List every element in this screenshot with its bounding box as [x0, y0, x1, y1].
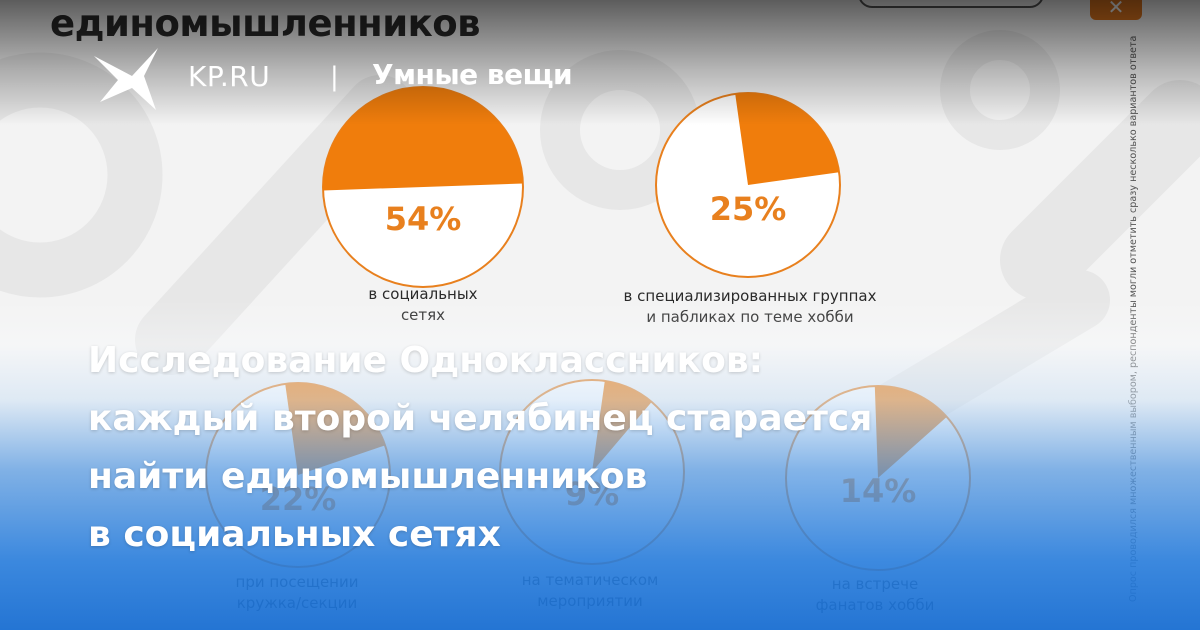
pie-1-value-label: 54%: [385, 200, 462, 238]
headline-line-2: каждый второй челябинец старается: [88, 398, 873, 439]
pie-caption-5-line-2: фанатов хобби: [815, 596, 935, 614]
pie-caption-1-line-1: в социальных: [368, 285, 478, 303]
pie-1-slice: [323, 86, 523, 191]
brand-section[interactable]: Умные вещи: [372, 58, 573, 91]
pie-caption-5: на встрече фанатов хобби: [705, 574, 1045, 616]
pie-caption-2-line-1: в специализированных группах: [623, 287, 877, 305]
pie-caption-2-line-2: и пабликах по теме хобби: [646, 308, 854, 326]
pie-2-slice: [735, 92, 840, 185]
headline-line-3: найти единомышленников: [88, 456, 648, 497]
pie-2-value-label: 25%: [710, 190, 787, 228]
headline-line-1: Исследование Одноклассников:: [88, 340, 764, 381]
headline-line-4: в социальных сетях: [88, 514, 501, 555]
pie-caption-5-line-1: на встрече: [831, 575, 919, 593]
pie-caption-3-line-2: кружка/секции: [236, 594, 358, 612]
brand-name[interactable]: KP.RU: [188, 60, 271, 93]
pie-caption-3: при посещении кружка/секции: [127, 572, 467, 614]
pie-1: 54%: [322, 86, 524, 288]
pie-caption-2: в специализированных группах и пабликах …: [580, 286, 920, 328]
swallow-icon: [94, 48, 158, 110]
footnote: Опрос проводился множественным выбором, …: [1128, 35, 1139, 602]
pie-caption-3-line-1: при посещении: [235, 573, 359, 591]
brand-separator: |: [330, 62, 339, 92]
pie-caption-1: в социальных сетях: [253, 284, 593, 326]
pie-2: 25%: [655, 92, 841, 278]
pie-caption-1-line-2: сетях: [400, 306, 446, 324]
headline: Исследование Одноклассников: каждый втор…: [88, 332, 1098, 564]
